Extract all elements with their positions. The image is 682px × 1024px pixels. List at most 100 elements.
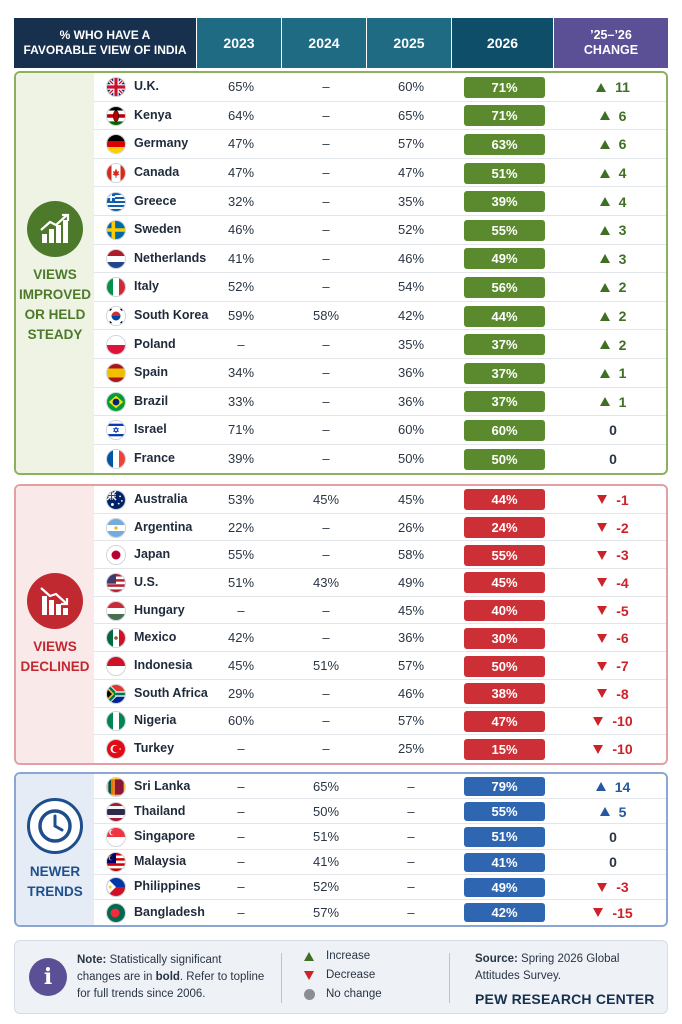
value-2025: 35% <box>397 193 425 209</box>
table-row: Australia 53% 45% 45% 44% -1 <box>94 486 666 514</box>
value-2024: – <box>322 165 330 181</box>
value-2025: 60% <box>397 79 425 95</box>
decrease-arrow-icon <box>304 970 314 980</box>
value-2023: – <box>237 336 245 352</box>
value-2025: – <box>407 879 415 895</box>
change-value: -1 <box>616 491 629 508</box>
table-row: Germany 47% – 57% 63% 6 <box>94 130 666 159</box>
change-cell: 2 <box>556 307 666 325</box>
increase-arrow-icon <box>599 368 610 378</box>
value-2026: 63% <box>464 133 545 155</box>
table-row: Canada 47% – 47% 51% 4 <box>94 159 666 188</box>
table-row: Italy 52% – 54% 56% 2 <box>94 273 666 302</box>
decrease-arrow-icon <box>597 606 608 616</box>
value-2025: – <box>407 828 415 844</box>
value-2023: 42% <box>227 630 255 646</box>
change-cell: 3 <box>556 250 666 268</box>
table-row: Turkey – – 25% 15% -10 <box>94 735 666 763</box>
value-2024: – <box>322 393 330 409</box>
value-2026: 42% <box>464 903 545 923</box>
france-flag-icon <box>106 449 126 470</box>
value-2026: 45% <box>464 572 545 594</box>
value-2024: – <box>322 336 330 352</box>
canada-flag-icon <box>106 163 126 184</box>
change-value: 0 <box>609 422 617 439</box>
change-cell: -15 <box>556 904 666 922</box>
group-title-line: NEWER <box>29 863 81 879</box>
change-value: -3 <box>616 547 629 564</box>
group-title: VIEWS IMPROVED OR HELD STEADY <box>19 265 91 345</box>
table-row: U.S. 51% 43% 49% 45% -4 <box>94 569 666 597</box>
value-2026: 41% <box>464 852 545 872</box>
value-2026: 50% <box>464 655 545 677</box>
value-2023: 34% <box>227 365 255 381</box>
increase-arrow-icon <box>599 254 610 264</box>
value-2023: – <box>237 803 245 819</box>
southafrica-flag-icon <box>106 683 126 704</box>
change-value: -5 <box>616 602 629 619</box>
value-2024: 52% <box>312 879 340 895</box>
change-cell: 6 <box>556 135 666 153</box>
value-2024: 57% <box>312 904 340 920</box>
legend-no-change-label: No change <box>326 988 382 1000</box>
value-2024: 50% <box>312 803 340 819</box>
change-cell: -7 <box>556 657 666 675</box>
increase-arrow-icon <box>599 311 610 321</box>
value-2023: 64% <box>227 107 255 123</box>
change-value: 6 <box>618 136 627 153</box>
table-row: South Korea 59% 58% 42% 44% 2 <box>94 302 666 331</box>
header-2025: 2025 <box>367 18 451 68</box>
value-2025: 36% <box>397 630 425 646</box>
decrease-arrow-icon <box>597 523 608 533</box>
nigeria-flag-icon <box>106 711 126 732</box>
value-2025: 57% <box>397 658 425 674</box>
change-value: 0 <box>609 451 617 468</box>
value-2025: – <box>407 854 415 870</box>
greece-flag-icon <box>106 191 126 212</box>
table-row: Thailand – 50% – 55% 5 <box>94 799 666 825</box>
group-newer: NEWER TRENDS Sri Lanka – 65% – 79% 14 Thailand – 5… <box>14 772 668 928</box>
change-value: -7 <box>616 658 629 675</box>
brazil-flag-icon <box>106 391 126 412</box>
change-value: 4 <box>618 193 627 210</box>
group-title-line: VIEWS <box>33 267 77 283</box>
country-name: Argentina <box>134 519 193 534</box>
australia-flag-icon <box>106 489 126 510</box>
country-name: Turkey <box>134 741 175 756</box>
table-row: Philippines – 52% – 49% -3 <box>94 875 666 900</box>
value-2023: – <box>237 741 245 757</box>
note-pre: Statistically significant changes are in <box>77 954 222 983</box>
value-2023: – <box>237 854 245 870</box>
table-row: Japan 55% – 58% 55% -3 <box>94 541 666 570</box>
header-change-line2: CHANGE <box>583 43 639 57</box>
increase-arrow-icon <box>599 111 610 121</box>
change-cell: 2 <box>556 336 666 354</box>
group-label-panel: NEWER TRENDS <box>16 774 94 926</box>
group-title-line: DECLINED <box>20 658 90 674</box>
group-label-panel: VIEWS IMPROVED OR HELD STEADY <box>16 73 94 474</box>
value-2023: – <box>237 602 245 618</box>
table-row: South Africa 29% – 46% 38% -8 <box>94 680 666 708</box>
change-cell: -5 <box>556 602 666 620</box>
change-value: 4 <box>618 165 627 182</box>
value-2024: 58% <box>312 308 340 324</box>
value-2023: 60% <box>227 713 255 729</box>
country-name: Greece <box>134 193 177 208</box>
value-2024: – <box>322 422 330 438</box>
value-2026: 50% <box>464 448 545 470</box>
table-row: Mexico 42% – 36% 30% -6 <box>94 625 666 653</box>
increase-arrow-icon <box>599 340 610 350</box>
value-2025: 35% <box>397 336 425 352</box>
country-name: Sweden <box>134 222 182 237</box>
value-2026: 71% <box>464 76 545 98</box>
table-row: Brazil 33% – 36% 37% 1 <box>94 388 666 417</box>
israel-flag-icon <box>106 420 126 441</box>
value-2024: – <box>322 193 330 209</box>
table-row: France 39% – 50% 50% 0 <box>94 445 666 474</box>
value-2025: 60% <box>397 422 425 438</box>
table-row: U.K. 65% – 60% 71% 11 <box>94 73 666 102</box>
value-2023: 29% <box>227 685 255 701</box>
increase-arrow-icon <box>596 82 607 92</box>
table-row: Malaysia – 41% – 41% 0 <box>94 850 666 875</box>
value-2024: – <box>322 685 330 701</box>
